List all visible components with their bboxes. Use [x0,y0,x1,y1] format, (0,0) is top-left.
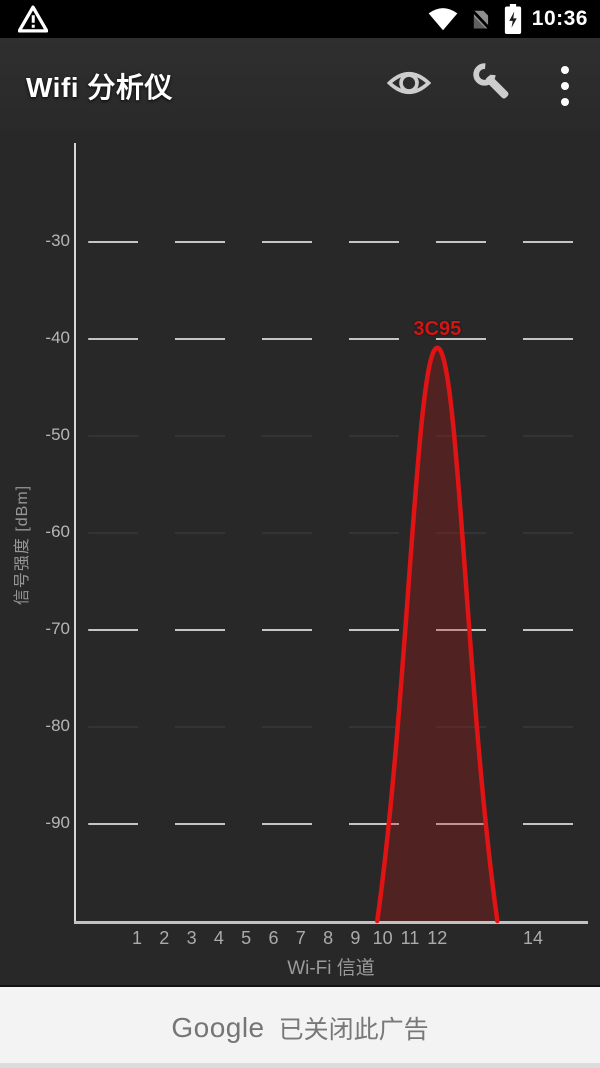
wifi-channel-graph: 信号强度 [dBm] Wi-Fi 信道 -30 -40 -50 -60 -70 -80 -9… [0,133,600,985]
x-axis-line [74,921,588,924]
x-axis-title: Wi-Fi 信道 [287,958,375,979]
overflow-menu-button[interactable] [548,57,582,115]
app-title: Wifi 分析仪 [26,71,173,103]
gridline--50 [88,435,588,438]
ad-bottom-strip [0,1063,600,1068]
gridline--80 [88,726,588,729]
x-tick-label-ch2: 2 [159,928,170,948]
wifi-status-icon [428,6,458,32]
warning-icon [18,5,48,33]
app-bar: Wifi 分析仪 [0,38,600,133]
y-tick-label: -50 [45,425,70,445]
overflow-menu-icon [548,65,582,106]
x-tick-label-ch9: 9 [350,928,361,948]
settings-wrench-button[interactable] [464,57,522,115]
y-axis-title: 信号强度 [dBm] [14,484,31,606]
status-bar: 10:36 [0,0,600,38]
x-tick-label-ch3: 3 [186,928,197,948]
google-brand-text: Google [171,1011,265,1043]
gridline--70 [88,629,588,632]
x-tick-label-ch12: 12 [427,928,448,948]
x-tick-label-ch1: 1 [131,928,143,948]
y-tick-label: -80 [45,716,70,736]
x-tick-label-ch4: 4 [213,928,224,948]
y-tick-label: -60 [45,522,70,542]
ad-closed-message: 已关闭此广告 [278,1015,429,1044]
x-tick-label-ch5: 5 [241,928,252,948]
wrench-icon [470,61,516,110]
y-tick-label: -30 [45,231,70,250]
eye-icon [386,66,432,105]
y-tick-label: -40 [45,328,70,348]
x-tick-label-ch10: 10 [372,928,393,948]
ad-banner: Google 已关闭此广告 [0,985,600,1068]
network-ssid-label: 3C95 [413,317,462,340]
x-tick-label-ch7: 7 [295,928,306,948]
y-tick-label: -90 [45,813,70,833]
gridline--60 [88,532,588,535]
gridline--90 [88,823,588,826]
x-tick-label-ch11: 11 [400,928,420,948]
gridline--40 [88,338,588,341]
y-tick-label: -70 [45,619,70,639]
x-tick-label-ch8: 8 [323,928,334,948]
gridline--30 [88,241,588,243]
x-tick-label-ch14: 14 [522,928,544,948]
no-sim-icon [468,6,494,32]
y-axis-line [74,143,76,922]
x-tick-label-ch6: 6 [268,928,279,948]
clock-time: 10:36 [531,7,588,30]
eye-view-button[interactable] [380,57,438,115]
battery-charging-icon [504,4,522,34]
